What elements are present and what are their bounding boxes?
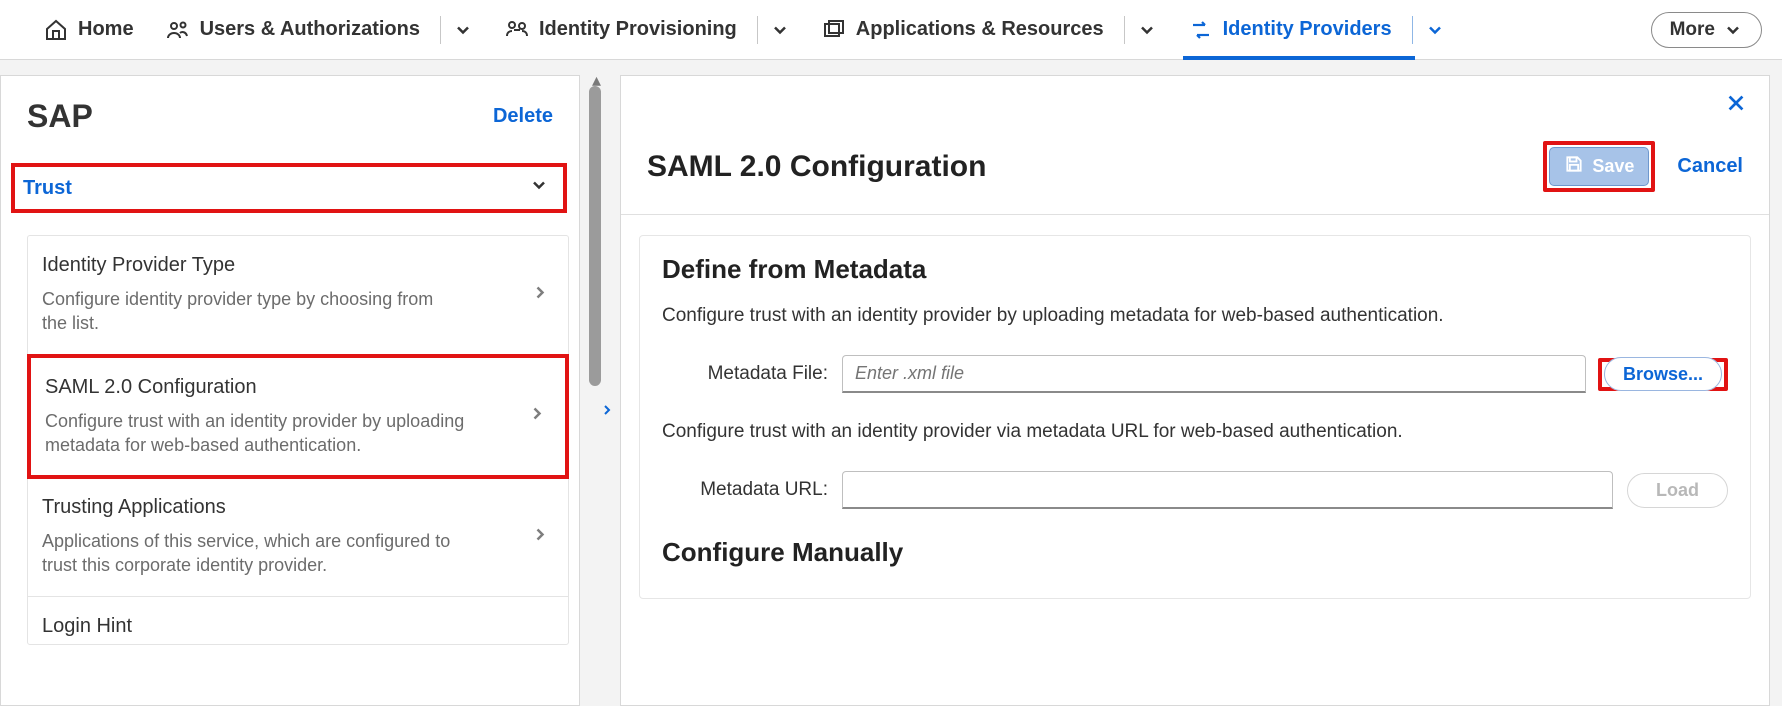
browse-button[interactable]: Browse... bbox=[1604, 357, 1722, 391]
browse-highlight-box: Browse... bbox=[1598, 358, 1728, 391]
list-item-title: Login Hint bbox=[42, 615, 548, 638]
nav-home-label: Home bbox=[78, 18, 134, 41]
nav-apps-label: Applications & Resources bbox=[856, 18, 1104, 41]
pane-splitter[interactable] bbox=[599, 120, 615, 706]
metadata-url-desc: Configure trust with an identity provide… bbox=[662, 421, 1728, 443]
nav-apps-expand[interactable] bbox=[1124, 16, 1157, 44]
nav-users[interactable]: Users & Authorizations bbox=[150, 0, 489, 60]
metadata-file-label: Metadata File: bbox=[662, 363, 842, 385]
chevron-down-icon bbox=[1425, 20, 1445, 40]
nav-users-label: Users & Authorizations bbox=[200, 18, 420, 41]
list-item-login-hint[interactable]: Login Hint bbox=[28, 597, 568, 644]
chevron-down-icon bbox=[453, 20, 473, 40]
chevron-down-icon bbox=[1723, 20, 1743, 40]
home-icon bbox=[44, 18, 68, 42]
nav-idps-expand[interactable] bbox=[1412, 16, 1445, 44]
list-item-desc: Configure identity provider type by choo… bbox=[42, 287, 462, 336]
chevron-right-icon bbox=[527, 404, 547, 429]
metadata-file-input[interactable] bbox=[842, 355, 1586, 393]
metadata-file-desc: Configure trust with an identity provide… bbox=[662, 305, 1728, 327]
right-pane: SAML 2.0 Configuration Save Cancel bbox=[620, 75, 1770, 706]
metadata-panel: Define from Metadata Configure trust wit… bbox=[639, 235, 1751, 599]
apps-icon bbox=[822, 18, 846, 42]
body-area: ▴ SAP Delete Trust Identity Provider Typ… bbox=[0, 60, 1782, 706]
list-item-title: Trusting Applications bbox=[42, 496, 548, 519]
metadata-url-input[interactable] bbox=[842, 471, 1613, 509]
trust-dropdown[interactable]: Trust bbox=[11, 163, 567, 213]
expand-right-icon bbox=[599, 400, 615, 426]
list-item-desc: Configure trust with an identity provide… bbox=[45, 409, 465, 458]
chevron-down-icon bbox=[529, 175, 549, 201]
list-item-desc: Applications of this service, which are … bbox=[42, 529, 462, 578]
list-item-title: Identity Provider Type bbox=[42, 254, 548, 277]
nav-idprov-label: Identity Provisioning bbox=[539, 18, 737, 41]
save-disk-icon bbox=[1564, 154, 1584, 179]
load-button[interactable]: Load bbox=[1627, 473, 1728, 508]
cancel-link[interactable]: Cancel bbox=[1677, 155, 1743, 178]
nav-users-expand[interactable] bbox=[440, 16, 473, 44]
close-icon[interactable] bbox=[1725, 90, 1747, 121]
config-title: SAML 2.0 Configuration bbox=[647, 150, 986, 184]
identity-providers-icon bbox=[1189, 18, 1213, 42]
save-highlight-box: Save bbox=[1543, 141, 1655, 192]
trust-dropdown-label: Trust bbox=[23, 177, 72, 200]
section-define-metadata: Define from Metadata bbox=[662, 254, 1728, 285]
list-item-saml2[interactable]: SAML 2.0 Configuration Configure trust w… bbox=[27, 354, 569, 480]
save-button[interactable]: Save bbox=[1549, 147, 1649, 186]
idp-name-heading: SAP bbox=[27, 98, 93, 135]
chevron-down-icon bbox=[770, 20, 790, 40]
delete-link[interactable]: Delete bbox=[493, 105, 553, 128]
chevron-right-icon bbox=[530, 524, 550, 549]
trust-sections-list: Identity Provider Type Configure identit… bbox=[27, 235, 569, 645]
chevron-right-icon bbox=[530, 282, 550, 307]
nav-more-button[interactable]: More bbox=[1651, 12, 1762, 48]
left-pane: ▴ SAP Delete Trust Identity Provider Typ… bbox=[0, 75, 580, 706]
nav-more-label: More bbox=[1670, 19, 1715, 41]
list-item-idp-type[interactable]: Identity Provider Type Configure identit… bbox=[28, 236, 568, 355]
nav-apps[interactable]: Applications & Resources bbox=[806, 0, 1173, 60]
chevron-down-icon bbox=[1137, 20, 1157, 40]
top-nav: Home Users & Authorizations Identity Pro… bbox=[0, 0, 1782, 60]
section-configure-manually: Configure Manually bbox=[662, 537, 1728, 568]
metadata-url-label: Metadata URL: bbox=[662, 479, 842, 501]
users-icon bbox=[166, 18, 190, 42]
list-item-title: SAML 2.0 Configuration bbox=[45, 376, 545, 399]
nav-idps[interactable]: Identity Providers bbox=[1173, 0, 1461, 60]
nav-idprov-expand[interactable] bbox=[757, 16, 790, 44]
nav-idprov[interactable]: Identity Provisioning bbox=[489, 0, 806, 60]
list-item-trusting-apps[interactable]: Trusting Applications Applications of th… bbox=[28, 478, 568, 597]
id-provision-icon bbox=[505, 18, 529, 42]
save-label: Save bbox=[1592, 156, 1634, 177]
nav-home[interactable]: Home bbox=[28, 0, 150, 60]
nav-idps-label: Identity Providers bbox=[1223, 18, 1392, 41]
